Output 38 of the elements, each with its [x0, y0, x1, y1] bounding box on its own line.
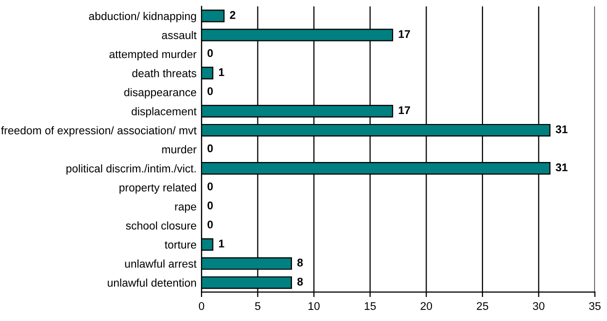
data-label: 31 — [556, 163, 568, 172]
data-label: 0 — [208, 220, 213, 228]
data-label: 1 — [219, 240, 224, 248]
y-tick-label: unlawful arrest — [125, 260, 197, 268]
y-tick-label: attempted murder — [109, 50, 196, 60]
y-tick-label: freedom of expression/ association/ mvt — [1, 126, 197, 137]
x-tick-label: 25 — [476, 302, 488, 310]
y-tick-label: unlawful detention — [108, 278, 196, 287]
data-label: 17 — [398, 30, 410, 38]
data-label: 1 — [219, 68, 224, 76]
data-label: 8 — [297, 278, 303, 286]
x-tick-label: 20 — [420, 302, 432, 310]
y-tick-label: property related — [120, 183, 196, 194]
data-label: 8 — [297, 258, 303, 267]
y-tick-label: disappearance — [124, 88, 196, 98]
y-tick-label: murder — [162, 145, 196, 154]
data-label: 31 — [556, 125, 568, 134]
y-tick-label: school closure — [126, 221, 196, 230]
x-tick-label: 35 — [589, 302, 601, 310]
y-tick-label: political discrim./intim./vict. — [66, 164, 196, 175]
y-tick-label: torture — [164, 241, 196, 249]
data-label: 0 — [208, 144, 213, 152]
data-label: 0 — [208, 49, 213, 58]
y-tick-label: displacement — [132, 107, 197, 118]
data-label: 17 — [398, 106, 410, 114]
y-tick-label: rape — [175, 204, 196, 213]
y-tick-label: death threats — [132, 69, 196, 78]
data-label: 0 — [208, 202, 213, 210]
x-tick-label: 0 — [198, 302, 204, 310]
x-tick-label: 15 — [364, 302, 376, 310]
data-label: 2 — [230, 11, 236, 19]
x-tick-label: 30 — [532, 302, 544, 310]
x-tick-label: 5 — [255, 302, 260, 310]
x-tick-label: 10 — [308, 302, 320, 310]
data-label: 0 — [208, 87, 213, 96]
y-tick-label: abduction/ kidnapping — [89, 12, 196, 22]
data-label: 0 — [208, 182, 213, 190]
y-tick-label: assault — [162, 30, 197, 40]
